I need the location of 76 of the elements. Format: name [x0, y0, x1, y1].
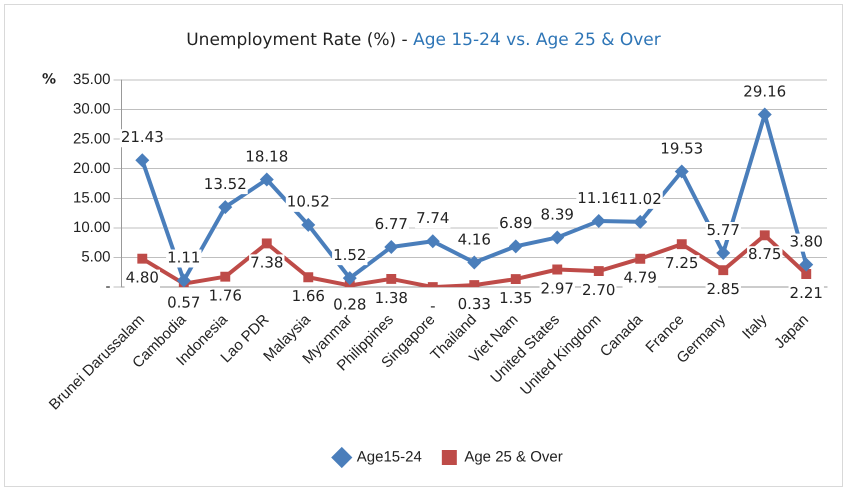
point: [635, 254, 646, 264]
y-tick-label: 25.00: [72, 130, 111, 148]
data-label: 2.97: [540, 279, 574, 298]
data-label: 4.79: [624, 268, 657, 287]
y-tick-label: 5.00: [81, 248, 111, 266]
data-label: 4.16: [458, 230, 491, 248]
point: [674, 164, 689, 179]
point: [592, 214, 606, 228]
point: [303, 272, 314, 282]
point: [301, 218, 316, 232]
point: [426, 234, 440, 248]
chart-title: Unemployment Rate (%) -: [186, 30, 408, 50]
data-label: 1.52: [333, 246, 366, 264]
data-label: 6.77: [374, 214, 408, 233]
point: [716, 246, 730, 260]
data-label: 7.25: [665, 254, 698, 272]
point: [137, 254, 148, 264]
data-label: 1.76: [208, 286, 242, 305]
point: [801, 269, 812, 279]
y-tick-label: 20.00: [72, 160, 111, 177]
data-label: 29.16: [743, 82, 786, 100]
data-label: 11.02: [618, 190, 662, 208]
data-label: 7.74: [416, 209, 450, 228]
y-tick-label: -: [106, 278, 111, 296]
point: [510, 274, 521, 284]
point: [384, 240, 398, 254]
data-label: 1.11: [167, 248, 200, 266]
data-label: 1.38: [374, 288, 408, 307]
point: [135, 153, 150, 168]
data-label: 13.52: [204, 174, 247, 193]
point: [633, 214, 648, 229]
point: [262, 238, 272, 248]
point: [218, 200, 232, 214]
data-label: 2.70: [582, 280, 616, 299]
data-label: 0.28: [333, 295, 366, 314]
data-label: 21.43: [120, 128, 164, 146]
point: [718, 265, 728, 276]
data-label: 1.66: [292, 287, 325, 306]
legend-label: Age 25 & Over: [464, 448, 563, 466]
point: [676, 239, 687, 250]
point: [467, 255, 482, 270]
data-label: 4.80: [126, 268, 159, 287]
data-label: 3.80: [790, 232, 823, 250]
data-label: 18.18: [245, 147, 288, 166]
point: [260, 172, 274, 187]
data-label: 0.57: [167, 294, 200, 312]
point: [760, 230, 770, 240]
point: [342, 271, 357, 286]
data-label: 5.77: [706, 220, 740, 239]
y-tick-label: 10.00: [72, 219, 111, 236]
data-label: 1.35: [499, 288, 532, 307]
point: [550, 230, 564, 244]
data-label: 10.52: [286, 192, 330, 211]
data-label: -: [430, 296, 436, 315]
chart-subtitle: Age 15-24 vs. Age 25 & Over: [413, 30, 661, 50]
point: [176, 274, 191, 288]
data-label: 6.89: [499, 214, 532, 232]
point: [799, 258, 814, 272]
data-label: 0.33: [458, 295, 491, 314]
y-tick-label: 30.00: [72, 100, 111, 118]
x-tick-label: Italy: [739, 310, 771, 343]
point: [386, 274, 396, 284]
data-label: 2.85: [706, 280, 740, 298]
point: [594, 266, 604, 276]
legend-label: Age15-24: [356, 448, 422, 466]
point: [508, 239, 523, 254]
y-tick-label: 15.00: [72, 189, 111, 206]
data-label: 2.21: [790, 284, 823, 302]
data-label: 7.38: [250, 253, 284, 272]
data-label: 8.39: [540, 205, 574, 224]
y-axis-title: %: [42, 72, 56, 88]
y-tick-label: 35.00: [72, 71, 111, 88]
data-label: 19.53: [660, 139, 704, 158]
point: [552, 264, 562, 274]
point: [220, 272, 230, 282]
data-label: 8.75: [748, 245, 782, 264]
